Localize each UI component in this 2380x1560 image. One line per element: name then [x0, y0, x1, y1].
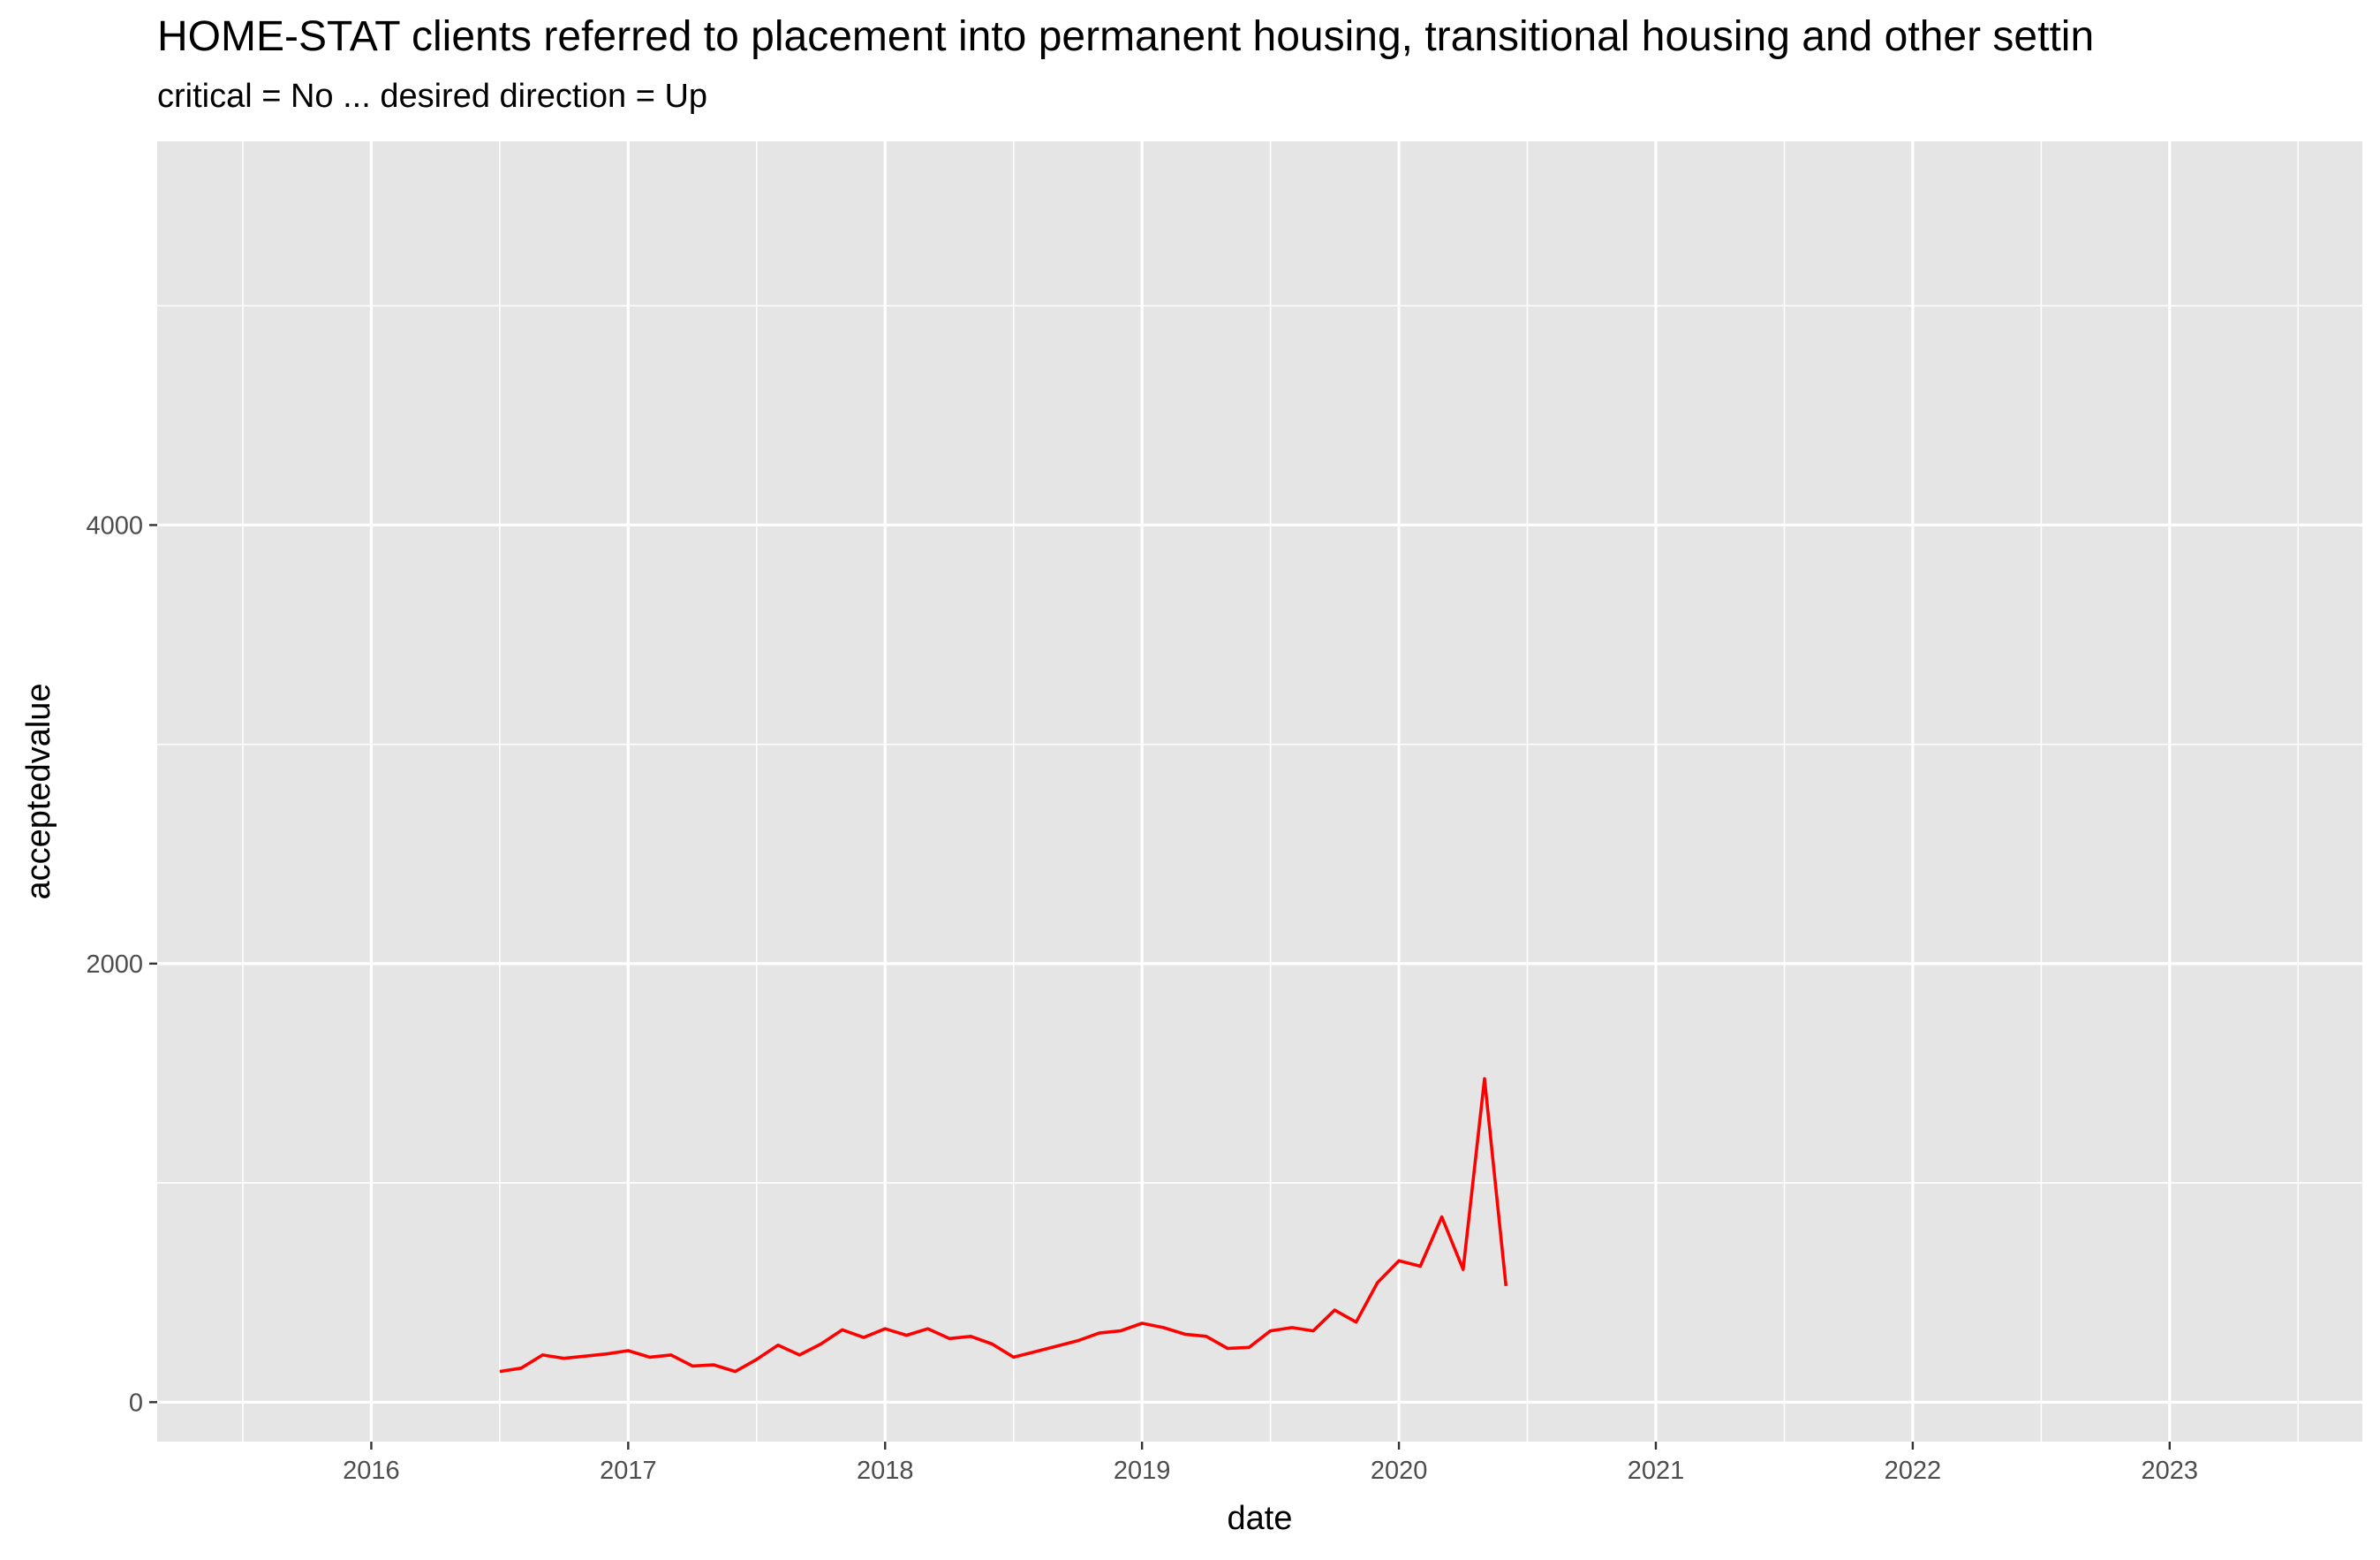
- x-axis-title: date: [1228, 1500, 1293, 1537]
- x-tick-label: 2020: [1371, 1457, 1428, 1485]
- x-tick-label: 2018: [857, 1457, 914, 1485]
- y-axis: 0 2000 4000: [86, 511, 157, 1417]
- plot-panel: [157, 141, 2362, 1442]
- x-tick-label: 2019: [1114, 1457, 1171, 1485]
- x-tick-label: 2017: [600, 1457, 657, 1485]
- y-tick-label: 4000: [86, 511, 143, 540]
- y-tick-label: 0: [129, 1389, 143, 1417]
- x-tick-label: 2022: [1885, 1457, 1942, 1485]
- major-gridlines: [157, 141, 2362, 1442]
- x-tick-label: 2016: [343, 1457, 400, 1485]
- y-axis-title: acceptedvalue: [20, 683, 57, 899]
- chart-subtitle: critical = No ... desired direction = Up: [157, 78, 708, 115]
- series-line: [499, 1077, 1508, 1374]
- y-tick-label: 2000: [86, 950, 143, 979]
- minor-gridlines: [157, 141, 2362, 1442]
- x-axis: 2016 2017 2018 2019 2020 2021 2022 2023: [343, 1442, 2198, 1485]
- chart-title: HOME-STAT clients referred to placement …: [157, 13, 2095, 60]
- x-tick-label: 2023: [2142, 1457, 2199, 1485]
- x-tick-label: 2021: [1628, 1457, 1685, 1485]
